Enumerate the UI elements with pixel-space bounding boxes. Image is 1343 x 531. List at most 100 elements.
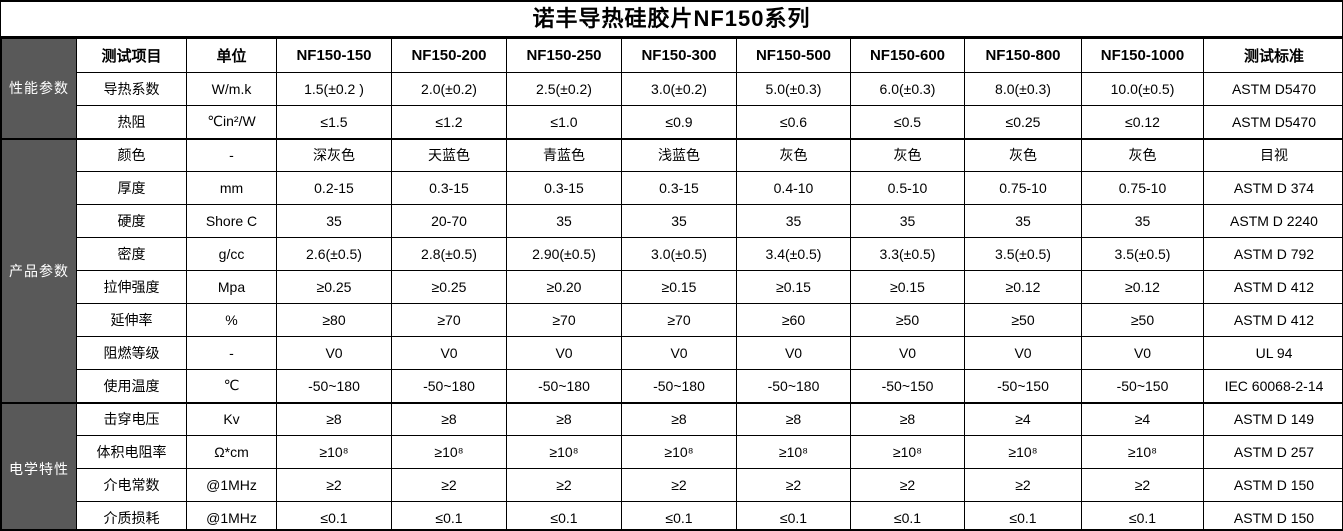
value-cell: 2.0(±0.2) (391, 72, 507, 106)
unit-cell: @1MHz (186, 501, 277, 529)
table-row: 介电常数 @1MHz ≥2 ≥2 ≥2 ≥2 ≥2 ≥2 ≥2 ≥2 ASTM D 150 (2, 468, 1342, 502)
value-cell: ≥10⁸ (850, 435, 965, 469)
value-cell: 2.90(±0.5) (506, 237, 622, 271)
value-cell: ≤0.1 (1081, 501, 1204, 529)
table-row: 产品参数 颜色 - 深灰色 天蓝色 青蓝色 浅蓝色 灰色 灰色 灰色 灰色 目视 (1, 137, 1342, 403)
standard-cell: ASTM D5470 (1203, 72, 1342, 106)
value-cell: ≤1.0 (506, 105, 622, 139)
table-row: 介质损耗 @1MHz ≤0.1 ≤0.1 ≤0.1 ≤0.1 ≤0.1 ≤0.1 ≤0.1 ≤0.… (2, 501, 1342, 529)
value-cell: 3.3(±0.5) (850, 237, 965, 271)
value-cell: 35 (506, 204, 622, 238)
value-cell: 35 (964, 204, 1082, 238)
unit-cell: - (186, 336, 277, 370)
value-cell: ≤0.1 (391, 501, 507, 529)
value-cell: 2.6(±0.5) (276, 237, 392, 271)
row-label: 拉伸强度 (76, 270, 187, 304)
standard-cell: UL 94 (1203, 336, 1342, 370)
value-cell: ≥0.12 (964, 270, 1082, 304)
value-cell: ≥70 (621, 303, 737, 337)
value-cell: 0.75-10 (1081, 171, 1204, 205)
table-row: 体积电阻率 Ω*cm ≥10⁸ ≥10⁸ ≥10⁸ ≥10⁸ ≥10⁸ ≥10⁸ ≥10⁸ ≥10… (2, 435, 1342, 469)
value-cell: 浅蓝色 (621, 137, 737, 172)
column-header: NF150-600 (850, 38, 965, 73)
value-cell: 0.3-15 (621, 171, 737, 205)
group-label: 产品参数 (1, 137, 77, 403)
value-cell: -50~180 (736, 369, 851, 403)
value-cell: ≥8 (506, 401, 622, 436)
value-cell: ≥0.25 (391, 270, 507, 304)
value-cell: 0.2-15 (276, 171, 392, 205)
row-label: 介电常数 (76, 468, 187, 502)
value-cell: -50~150 (964, 369, 1082, 403)
value-cell: -50~180 (391, 369, 507, 403)
standard-cell: ASTM D 412 (1203, 303, 1342, 337)
value-cell: 35 (276, 204, 392, 238)
standard-cell: ASTM D 149 (1203, 401, 1342, 436)
value-cell: 6.0(±0.3) (850, 72, 965, 106)
value-cell: 35 (1081, 204, 1204, 238)
row-label: 使用温度 (76, 369, 187, 403)
standard-cell: ASTM D 412 (1203, 270, 1342, 304)
value-cell: ≥10⁸ (621, 435, 737, 469)
value-cell: ≤0.1 (506, 501, 622, 529)
value-cell: 10.0(±0.5) (1081, 72, 1204, 106)
value-cell: 35 (736, 204, 851, 238)
value-cell: 灰色 (1081, 137, 1204, 172)
value-cell: ≥2 (964, 468, 1082, 502)
value-cell: ≤0.25 (964, 105, 1082, 139)
value-cell: 灰色 (850, 137, 965, 172)
value-cell: ≥2 (1081, 468, 1204, 502)
value-cell: ≥2 (621, 468, 737, 502)
table-row: 电学特性 击穿电压 Kv ≥8 ≥8 ≥8 ≥8 ≥8 ≥8 ≥4 ≥4 ASTM D 149 (1, 401, 1342, 529)
value-cell: ≥2 (506, 468, 622, 502)
value-cell: -50~180 (276, 369, 392, 403)
value-cell: -50~150 (1081, 369, 1204, 403)
value-cell: 天蓝色 (391, 137, 507, 172)
column-header: NF150-300 (621, 38, 737, 73)
value-cell: ≥0.15 (850, 270, 965, 304)
row-label: 击穿电压 (76, 401, 187, 436)
value-cell: ≥2 (391, 468, 507, 502)
value-cell: ≥10⁸ (1081, 435, 1204, 469)
value-cell: ≥0.25 (276, 270, 392, 304)
row-label: 导热系数 (76, 72, 187, 106)
value-cell: 青蓝色 (506, 137, 622, 172)
value-cell: ≥8 (621, 401, 737, 436)
value-cell: ≥60 (736, 303, 851, 337)
column-header: NF150-500 (736, 38, 851, 73)
unit-cell: Mpa (186, 270, 277, 304)
value-cell: -50~150 (850, 369, 965, 403)
value-cell: ≥10⁸ (736, 435, 851, 469)
column-header: 测试标准 (1203, 38, 1342, 73)
value-cell: ≤0.1 (621, 501, 737, 529)
value-cell: ≥10⁸ (506, 435, 622, 469)
value-cell: V0 (736, 336, 851, 370)
standard-cell: IEC 60068-2-14 (1203, 369, 1342, 403)
unit-cell: ℃ (186, 369, 277, 403)
standard-cell: ASTM D 150 (1203, 468, 1342, 502)
value-cell: 3.5(±0.5) (1081, 237, 1204, 271)
unit-cell: Ω*cm (186, 435, 277, 469)
value-cell: ≥50 (850, 303, 965, 337)
value-cell: 3.0(±0.5) (621, 237, 737, 271)
value-cell: ≥50 (964, 303, 1082, 337)
value-cell: ≥10⁸ (391, 435, 507, 469)
standard-cell: ASTM D 792 (1203, 237, 1342, 271)
column-header: NF150-200 (391, 38, 507, 73)
value-cell: ≥50 (1081, 303, 1204, 337)
column-header: 测试项目 (76, 38, 187, 73)
unit-cell: Shore C (186, 204, 277, 238)
value-cell: 灰色 (964, 137, 1082, 172)
value-cell: V0 (276, 336, 392, 370)
column-header: NF150-800 (964, 38, 1082, 73)
value-cell: ≤1.2 (391, 105, 507, 139)
value-cell: ≥8 (850, 401, 965, 436)
value-cell: ≥0.20 (506, 270, 622, 304)
value-cell: 3.0(±0.2) (621, 72, 737, 106)
value-cell: ≥8 (391, 401, 507, 436)
value-cell: 0.75-10 (964, 171, 1082, 205)
value-cell: -50~180 (621, 369, 737, 403)
value-cell: 0.4-10 (736, 171, 851, 205)
table-row: 厚度 mm 0.2-15 0.3-15 0.3-15 0.3-15 0.4-10 0.5-10… (2, 171, 1342, 205)
